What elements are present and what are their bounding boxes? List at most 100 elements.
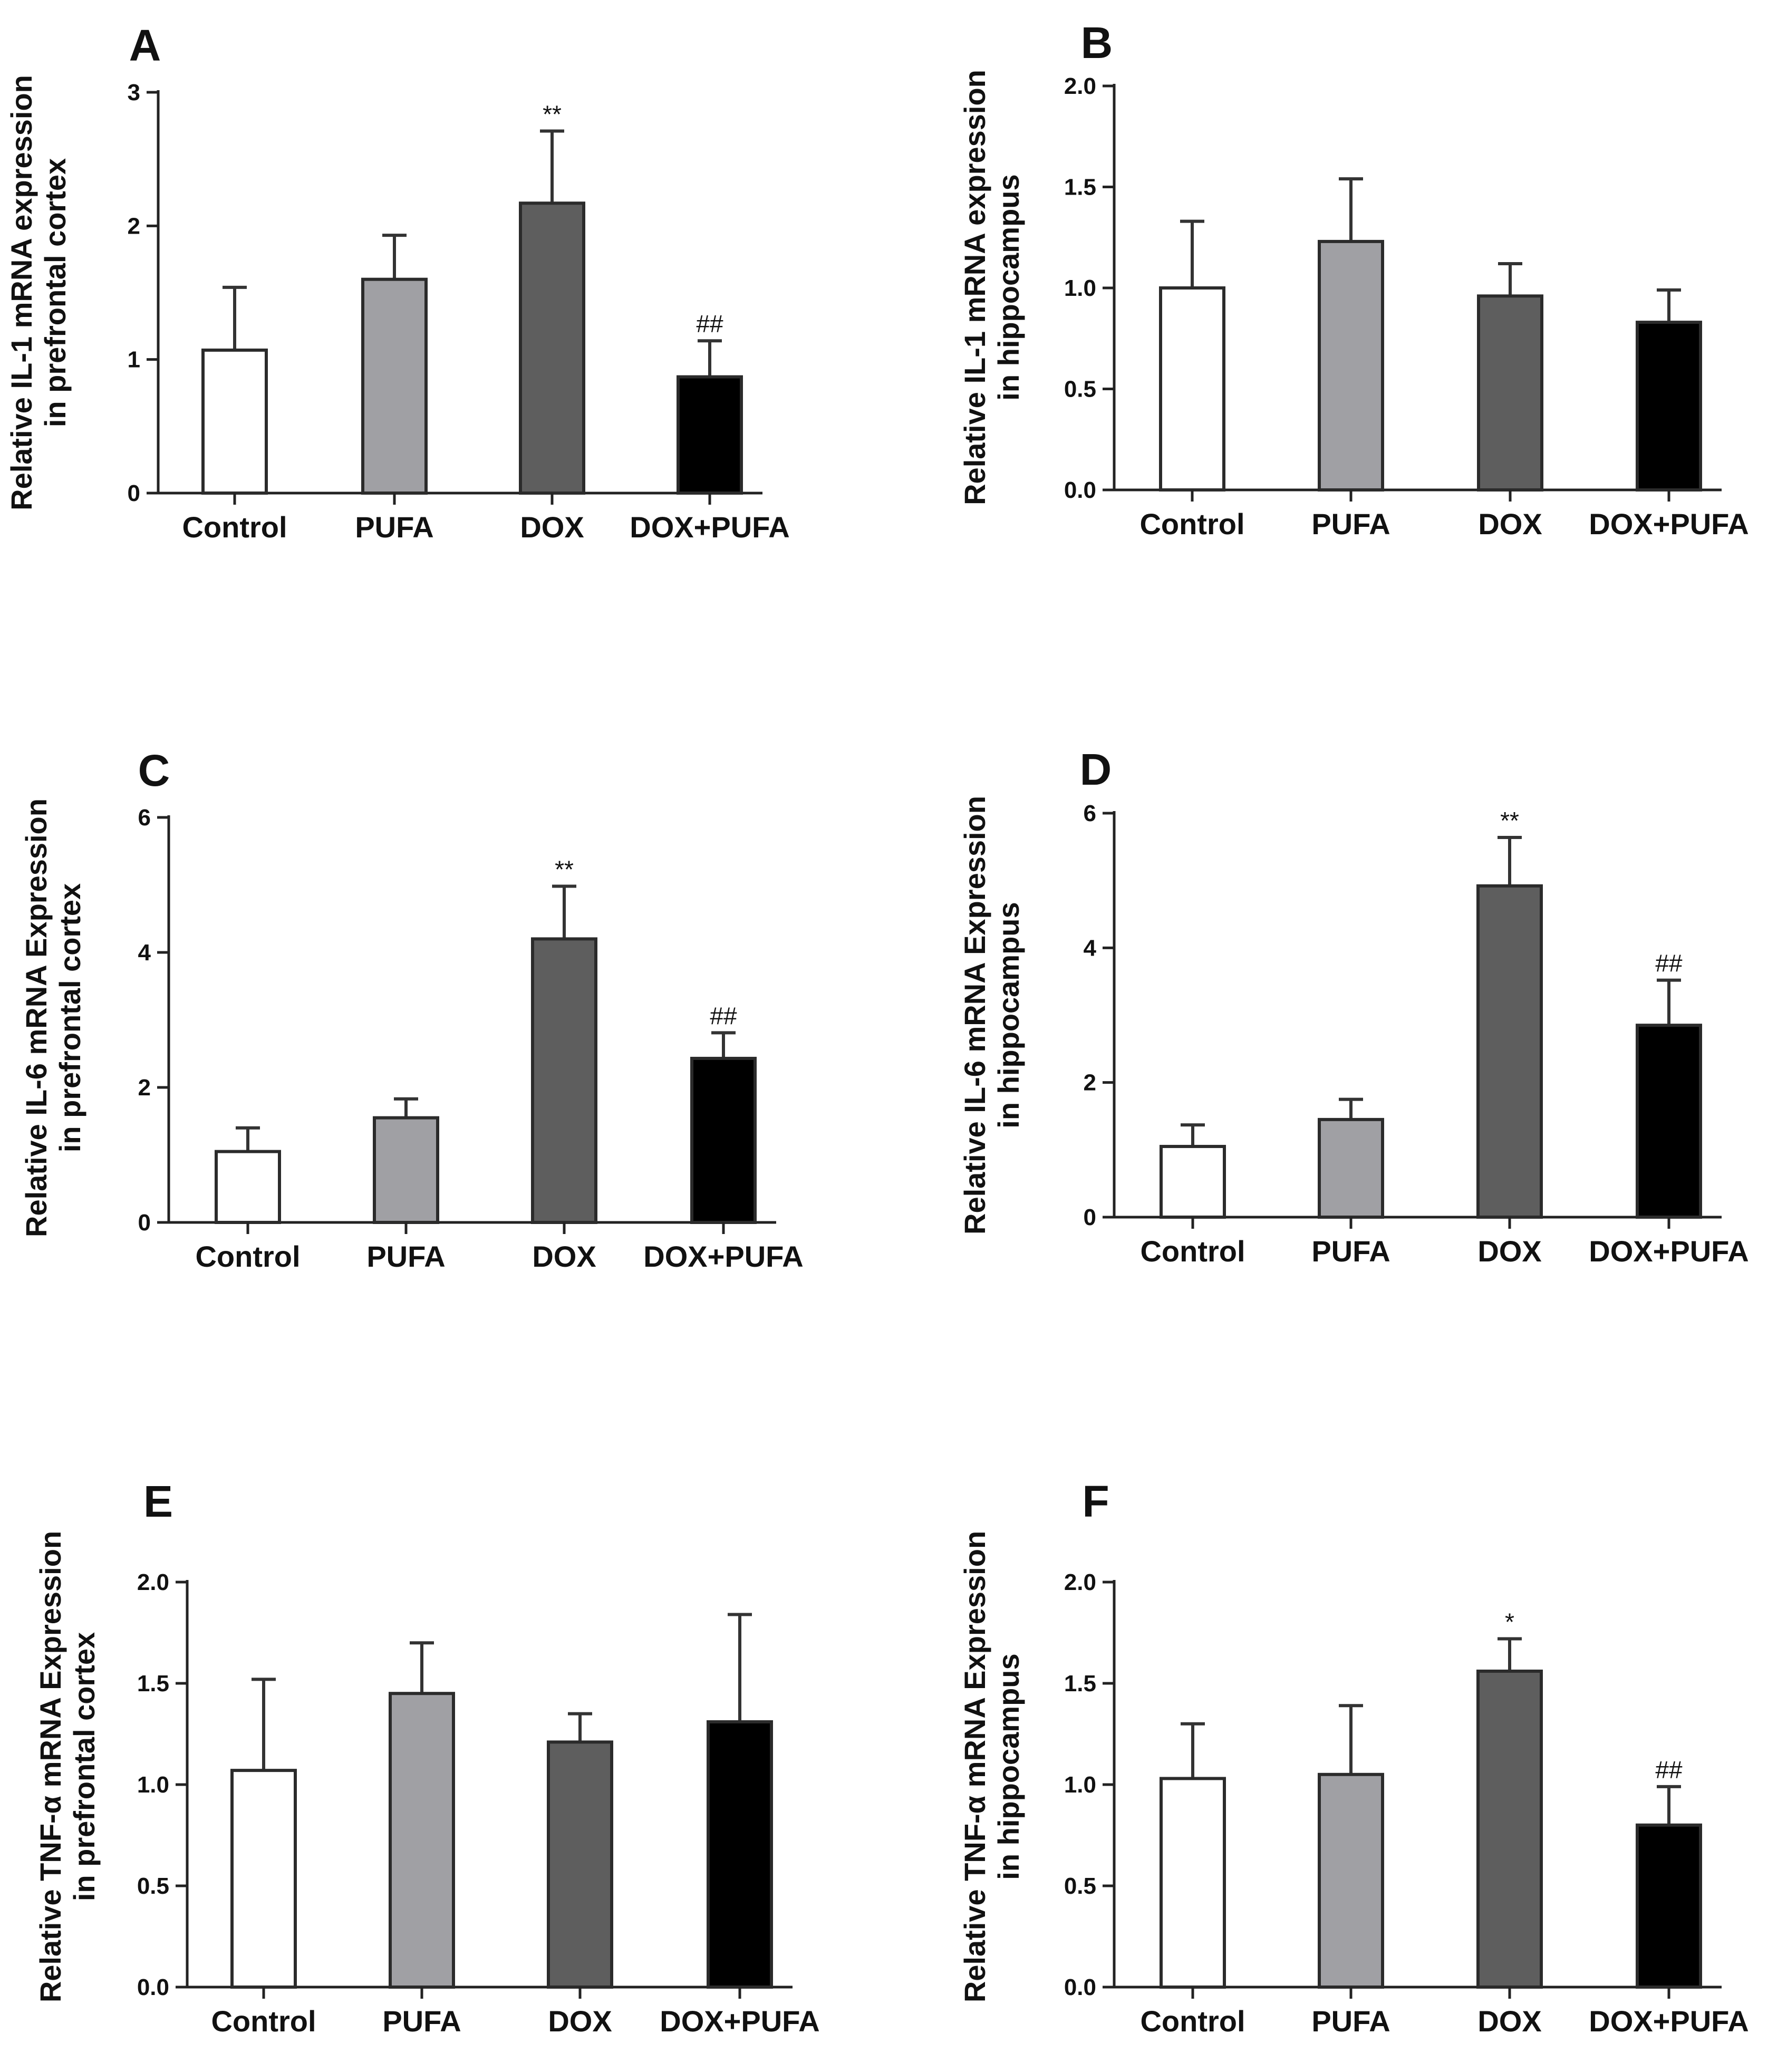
y-tick-label: 1.5 — [137, 1671, 169, 1697]
x-category-label: DOX+PUFA — [630, 510, 789, 544]
y-axis-label-line: Relative IL-1 mRNA expression — [5, 75, 38, 510]
y-tick-label: 3 — [128, 80, 140, 105]
bar-dox — [531, 937, 597, 1224]
chart-panel-e: E Relative TNF-α mRNA Expressionin prefro… — [34, 1477, 820, 2038]
x-category-label: PUFA — [355, 510, 433, 544]
y-axis-label: Relative IL-1 mRNA expressionin hippocam… — [958, 70, 1025, 505]
y-axis-label-line: in hippocampus — [992, 902, 1025, 1128]
bar-dox-plus-pufa — [1636, 321, 1702, 492]
x-category-label: Control — [1140, 1235, 1245, 1268]
y-axis-label-line: Relative TNF-α mRNA Expression — [958, 1531, 991, 2002]
x-category-label: Control — [1139, 507, 1244, 541]
y-tick-label: 4 — [1084, 935, 1097, 961]
x-category-label: PUFA — [1311, 507, 1390, 541]
y-tick-label: 2 — [1084, 1070, 1096, 1096]
y-axis-label: Relative IL-1 mRNA expressionin prefront… — [5, 75, 72, 510]
x-category-label: DOX+PUFA — [1589, 1235, 1749, 1268]
y-axis-label: Relative TNF-α mRNA Expressionin hippoca… — [958, 1531, 1025, 2002]
x-category-label: DOX — [520, 510, 584, 544]
bar-dox — [1476, 884, 1543, 1219]
x-category-label: Control — [195, 1240, 300, 1273]
significance-marker: ** — [1500, 807, 1519, 834]
x-category-label: DOX — [532, 1240, 596, 1273]
bar-control — [1160, 1777, 1226, 1989]
bar-control — [201, 348, 268, 495]
y-tick-label: 2 — [128, 213, 140, 239]
x-category-label: DOX — [548, 2004, 612, 2038]
panel-letter: D — [1080, 745, 1112, 794]
x-category-label: PUFA — [1311, 2004, 1390, 2038]
x-category-label: DOX — [1477, 1235, 1541, 1268]
y-axis-label-line: in hippocampus — [992, 174, 1025, 400]
y-axis-label-line: in prefrontal cortex — [38, 158, 72, 427]
y-tick-label: 2.0 — [1064, 73, 1096, 99]
bar-control — [1160, 1144, 1226, 1219]
panel-letter: C — [138, 746, 170, 795]
significance-marker: ** — [543, 100, 562, 128]
bar-dox — [547, 1740, 613, 1989]
chart-panel-b: B Relative IL-1 mRNA expressionin hippoca… — [958, 18, 1749, 541]
y-tick-label: 0.0 — [1064, 477, 1096, 503]
y-tick-label: 2.0 — [1064, 1569, 1096, 1595]
bar-dox-plus-pufa — [1636, 1823, 1702, 1989]
y-tick-label: 1.0 — [1064, 1772, 1096, 1798]
y-axis-label-line: Relative IL-1 mRNA expression — [958, 70, 991, 505]
bar-control — [215, 1150, 281, 1225]
y-axis-label: Relative TNF-α mRNA Expressionin prefron… — [34, 1531, 101, 2002]
significance-marker: * — [1505, 1608, 1514, 1636]
x-category-label: DOX+PUFA — [1589, 2004, 1749, 2038]
panel-letter: B — [1081, 18, 1113, 68]
y-tick-label: 0 — [128, 480, 140, 506]
y-tick-label: 1 — [128, 347, 140, 373]
y-axis-label: Relative IL-6 mRNA Expressionin prefront… — [20, 798, 86, 1237]
significance-marker: ## — [696, 310, 723, 338]
bar-pufa — [389, 1692, 455, 1989]
y-axis-label: Relative IL-6 mRNA Expressionin hippocam… — [958, 796, 1025, 1235]
panel-letter: E — [143, 1477, 173, 1526]
y-tick-label: 0.0 — [137, 1974, 169, 2000]
x-category-label: DOX+PUFA — [1589, 507, 1749, 541]
x-category-label: DOX+PUFA — [660, 2004, 819, 2038]
significance-marker: ** — [555, 856, 574, 883]
bar-control — [1159, 286, 1225, 492]
significance-marker: ## — [710, 1002, 737, 1029]
bar-pufa — [1318, 239, 1384, 492]
bar-pufa — [1318, 1117, 1384, 1219]
y-axis-label-line: in prefrontal cortex — [53, 883, 86, 1152]
y-tick-label: 0 — [1084, 1204, 1096, 1230]
bar-dox — [519, 201, 585, 495]
chart-panel-c: C Relative IL-6 mRNA Expressionin prefron… — [20, 746, 804, 1273]
y-tick-label: 4 — [138, 940, 151, 966]
y-tick-label: 6 — [1084, 801, 1096, 826]
significance-marker: ## — [1655, 950, 1683, 977]
x-category-label: Control — [182, 510, 287, 544]
bar-dox-plus-pufa — [677, 375, 743, 495]
bar-dox — [1476, 1669, 1543, 1989]
y-tick-label: 0.5 — [1064, 1873, 1096, 1899]
bar-dox-plus-pufa — [1636, 1024, 1702, 1219]
y-axis-label-line: Relative TNF-α mRNA Expression — [34, 1531, 67, 2002]
bar-dox-plus-pufa — [690, 1056, 757, 1224]
bar-dox-plus-pufa — [707, 1720, 773, 1989]
chart-panel-d: D Relative IL-6 mRNA Expressionin hippoca… — [958, 745, 1749, 1268]
panel-letter: A — [129, 21, 161, 70]
x-category-label: PUFA — [1311, 1235, 1390, 1268]
y-tick-label: 6 — [138, 805, 151, 831]
y-tick-label: 0.5 — [1064, 377, 1096, 402]
y-tick-label: 0 — [138, 1210, 151, 1236]
x-category-label: DOX — [1478, 507, 1542, 541]
y-axis-label-line: in prefrontal cortex — [67, 1632, 101, 1901]
y-tick-label: 1.5 — [1064, 1671, 1096, 1697]
bar-control — [230, 1769, 297, 1989]
y-tick-label: 1.0 — [1064, 275, 1096, 301]
y-tick-label: 2 — [138, 1075, 151, 1101]
chart-panel-a: A Relative IL-1 mRNA expressionin prefron… — [5, 21, 790, 544]
x-category-label: PUFA — [382, 2004, 461, 2038]
x-category-label: DOX+PUFA — [643, 1240, 803, 1273]
y-axis-label-line: Relative IL-6 mRNA Expression — [20, 798, 53, 1237]
y-tick-label: 1.0 — [137, 1772, 169, 1798]
y-axis-label-line: Relative IL-6 mRNA Expression — [958, 796, 991, 1235]
y-axis-label-line: in hippocampus — [992, 1653, 1025, 1880]
y-tick-label: 1.5 — [1064, 175, 1096, 200]
